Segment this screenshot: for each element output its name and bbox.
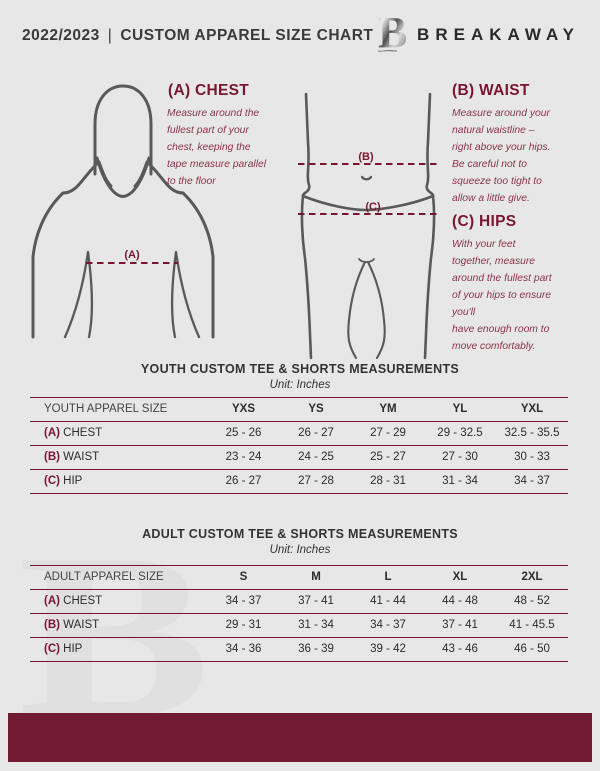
svg-text:(C): (C) xyxy=(365,201,381,213)
svg-text:(B): (B) xyxy=(358,151,374,163)
svg-text:(A): (A) xyxy=(124,249,140,261)
